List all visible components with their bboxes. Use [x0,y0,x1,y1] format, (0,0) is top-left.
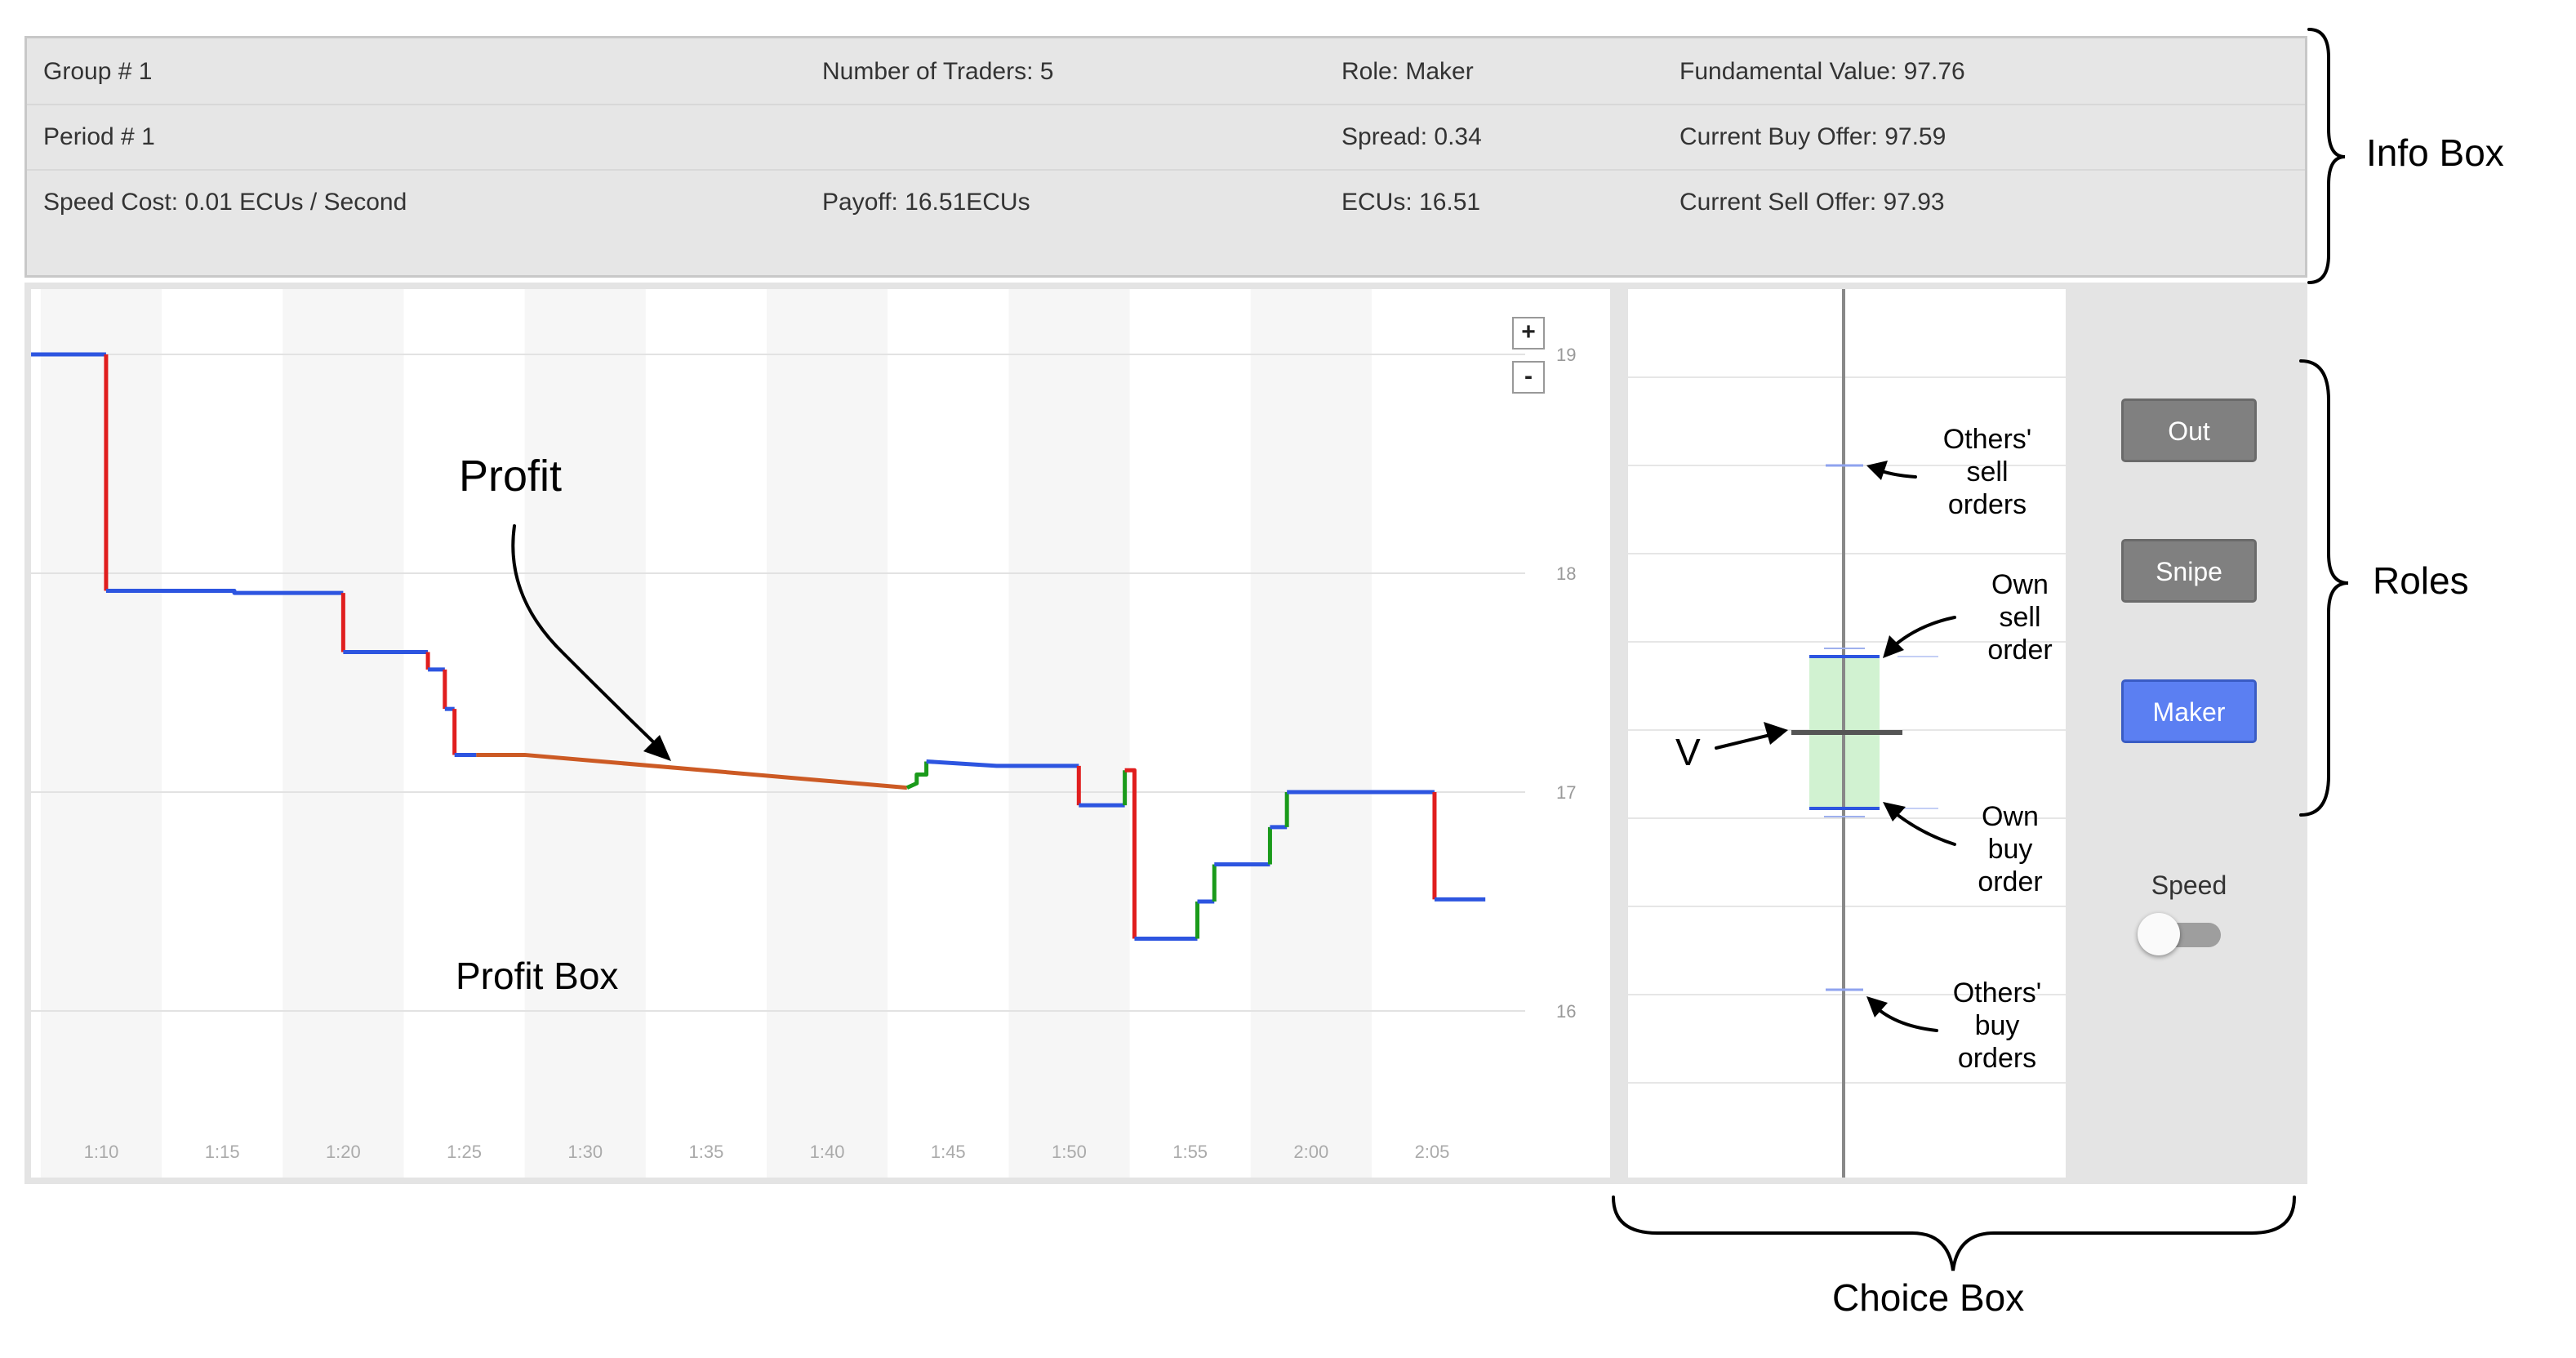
y-tick-label: 18 [1556,563,1576,584]
payoff-label: Payoff: 16.51ECUs [822,189,1030,216]
profit-annotation: Profit [459,452,563,501]
period-label: Period # 1 [43,123,155,150]
current-sell-offer: Current Sell Offer: 97.93 [1680,189,1945,216]
zoom-out-button[interactable]: - [1512,361,1545,394]
spread-label: Spread: 0.34 [1341,123,1482,150]
annotation-line: sell [1999,602,2041,633]
series-segment-gain [905,761,929,790]
ecus-label: ECUs: 16.51 [1341,189,1481,216]
x-tick-label: 2:00 [1293,1142,1328,1162]
own-buy-annotation: Own buy order [1953,800,2067,898]
annotation-line: order [1978,866,2043,897]
series-segment-out [476,752,908,790]
roles-annotation: Roles [2373,559,2469,602]
choice-gridlines [1628,376,2066,1084]
x-tick-label: 1:50 [1052,1142,1087,1162]
choice-box[interactable] [1628,289,2066,1178]
time-band [767,289,888,1178]
snipe-button[interactable]: Snipe [2121,539,2257,603]
y-tick-label: 17 [1556,782,1576,803]
annotation-line: orders [1957,1043,2037,1074]
annotation-line: order [1987,634,2053,666]
profit-chart: 19 18 17 16 1:10 1:15 1:20 1:25 1:30 1:35 1:40 1:45… [31,289,1610,1178]
x-tick-label: 2:05 [1415,1142,1450,1162]
zoom-in-button[interactable]: + [1512,317,1545,350]
annotation-line: Own [1991,569,2049,600]
annotation-line: buy [1974,1010,2020,1041]
x-tick-label: 1:35 [688,1142,723,1162]
v-annotation: V [1675,731,1701,773]
others-sell-annotation: Others' sell orders [1930,423,2044,521]
y-tick-label: 19 [1556,345,1576,365]
group-label: Group # 1 [43,58,153,85]
roles-brace [2299,359,2349,817]
speed-toggle-knob[interactable] [2138,913,2180,955]
x-tick-label: 1:20 [326,1142,361,1162]
time-band [1008,289,1130,1178]
speed-cost: Speed Cost: 0.01 ECUs / Second [43,189,407,216]
own-sell-annotation: Own sell order [1963,568,2077,666]
series-segment-maker [105,588,344,595]
info-row: Group # 1 Number of Traders: 5 Role: Mak… [27,38,2305,105]
annotation-line: buy [1987,834,2033,865]
time-band [524,289,646,1178]
info-box: Group # 1 Number of Traders: 5 Role: Mak… [24,36,2307,278]
info-row: Speed Cost: 0.01 ECUs / Second Payoff: 1… [27,169,2305,234]
time-band [1250,289,1372,1178]
x-tick-label: 1:15 [205,1142,240,1162]
choice-chart-svg [1628,289,2066,1178]
info-row: Period # 1 Spread: 0.34 Current Buy Offe… [27,104,2305,171]
choice-box-annotation: Choice Box [1832,1276,2025,1319]
annotation-line: Own [1982,801,2039,832]
profit-box-annotation: Profit Box [456,955,619,997]
series-segment-maker [926,759,1079,768]
series-segment-snipe [1124,768,1137,939]
annotation-line: sell [1966,456,2009,488]
x-tick-label: 1:25 [447,1142,482,1162]
x-tick-label: 1:40 [810,1142,845,1162]
x-tick-label: 1:30 [567,1142,603,1162]
info-box-brace [2307,28,2346,284]
speed-label: Speed [2151,870,2227,900]
traders-count: Number of Traders: 5 [822,58,1054,85]
annotation-line: orders [1947,489,2027,520]
x-tick-label: 1:55 [1172,1142,1208,1162]
x-tick-label: 1:45 [931,1142,966,1162]
others-buy-annotation: Others' buy orders [1940,977,2054,1075]
x-tick-label: 1:10 [84,1142,119,1162]
current-buy-offer: Current Buy Offer: 97.59 [1680,123,1946,150]
time-band [40,289,162,1178]
annotation-line: Others' [1942,424,2032,455]
annotation-line: Others' [1952,977,2042,1008]
maker-button[interactable]: Maker [2121,679,2257,743]
time-band [283,289,404,1178]
info-box-annotation: Info Box [2366,131,2504,174]
choice-box-brace [1612,1195,2296,1271]
speed-toggle[interactable] [2138,913,2224,955]
fundamental-value: Fundamental Value: 97.76 [1680,58,1965,85]
y-tick-label: 16 [1556,1001,1576,1022]
role-label: Role: Maker [1341,58,1474,85]
out-button[interactable]: Out [2121,398,2257,462]
profit-chart-svg: 19 18 17 16 1:10 1:15 1:20 1:25 1:30 1:35 1:40 1:45… [31,289,1576,1178]
